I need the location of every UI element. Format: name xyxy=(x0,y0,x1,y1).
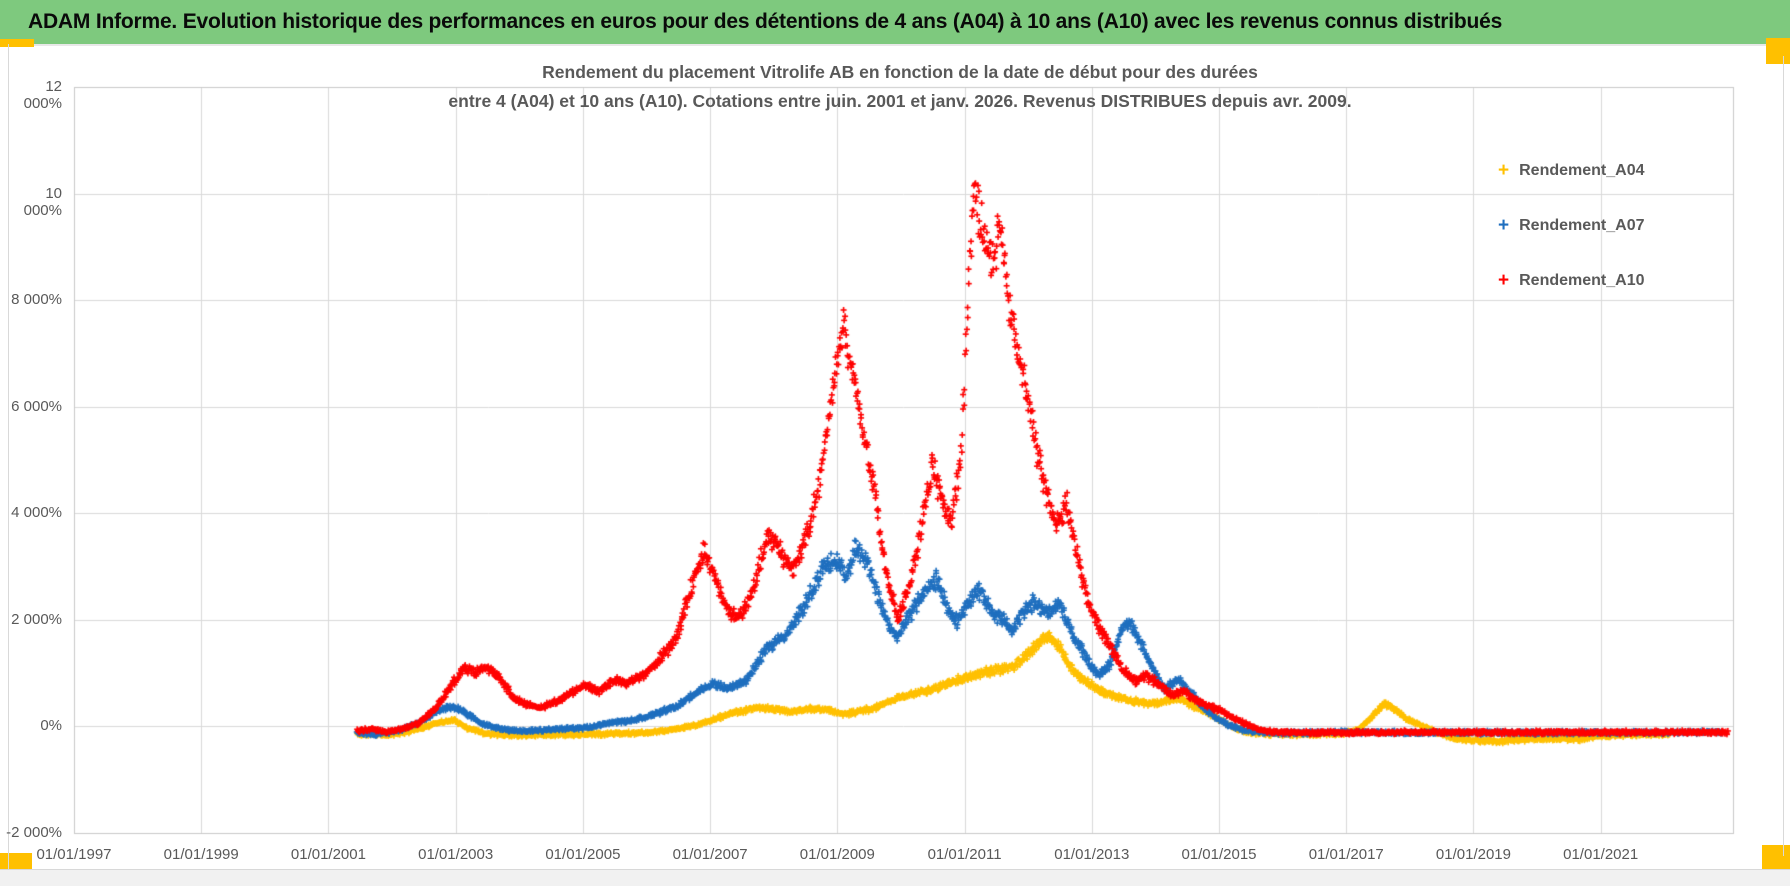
x-tick-label: 01/01/1997 xyxy=(36,846,112,863)
x-tick-label: 01/01/2005 xyxy=(545,846,621,863)
chart-title: Rendement du placement Vitrolife AB en f… xyxy=(200,58,1600,116)
y-tick-label: 10 000% xyxy=(23,184,62,219)
legend-item-rendement_a07[interactable]: + Rendement_A07 xyxy=(1498,215,1645,236)
chart-title-line2: entre 4 (A04) et 10 ans (A10). Cotations… xyxy=(448,91,1352,111)
x-tick-label: 01/01/2017 xyxy=(1308,846,1384,863)
legend-item-rendement_a10[interactable]: + Rendement_A10 xyxy=(1498,270,1645,291)
y-tick-label: 6 000% xyxy=(11,397,62,415)
legend-item-rendement_a04[interactable]: + Rendement_A04 xyxy=(1498,160,1645,181)
orange-accent-banner-left xyxy=(0,39,34,47)
legend-label: Rendement_A07 xyxy=(1519,217,1645,234)
legend-label: Rendement_A10 xyxy=(1519,272,1645,289)
y-tick-label: 0% xyxy=(40,717,62,735)
legend-marker-icon: + xyxy=(1498,215,1510,236)
chart-region: Rendement du placement Vitrolife AB en f… xyxy=(0,44,1790,886)
x-tick-label: 01/01/2001 xyxy=(290,846,366,863)
x-tick-label: 01/01/2015 xyxy=(1181,846,1257,863)
x-tick-label: 01/01/1999 xyxy=(163,846,239,863)
x-tick-label: 01/01/2021 xyxy=(1563,846,1639,863)
x-tick-label: 01/01/2019 xyxy=(1435,846,1511,863)
y-tick-label: 12 000% xyxy=(23,78,62,112)
y-tick-label: 2 000% xyxy=(11,610,62,628)
x-tick-label: 01/01/2013 xyxy=(1054,846,1130,863)
y-tick-label: 4 000% xyxy=(11,504,62,522)
x-tick-label: 01/01/2007 xyxy=(672,846,748,863)
x-tick-label: 01/01/2009 xyxy=(799,846,875,863)
y-tick-label: -2 000% xyxy=(6,824,62,841)
header-banner: ADAM Informe. Evolution historique des p… xyxy=(0,0,1790,46)
banner-title: ADAM Informe. Evolution historique des p… xyxy=(28,10,1503,33)
chart-title-line1: Rendement du placement Vitrolife AB en f… xyxy=(542,62,1258,82)
scatter-plot-canvas[interactable] xyxy=(0,44,1790,886)
legend-marker-icon: + xyxy=(1498,270,1510,291)
legend-label: Rendement_A04 xyxy=(1519,162,1645,179)
chart-legend: + Rendement_A04 + Rendement_A07 + Rendement_A… xyxy=(1498,160,1645,291)
y-tick-label: 8 000% xyxy=(11,291,62,309)
x-tick-label: 01/01/2011 xyxy=(927,846,1002,863)
x-tick-label: 01/01/2003 xyxy=(418,846,494,863)
legend-marker-icon: + xyxy=(1498,160,1510,181)
